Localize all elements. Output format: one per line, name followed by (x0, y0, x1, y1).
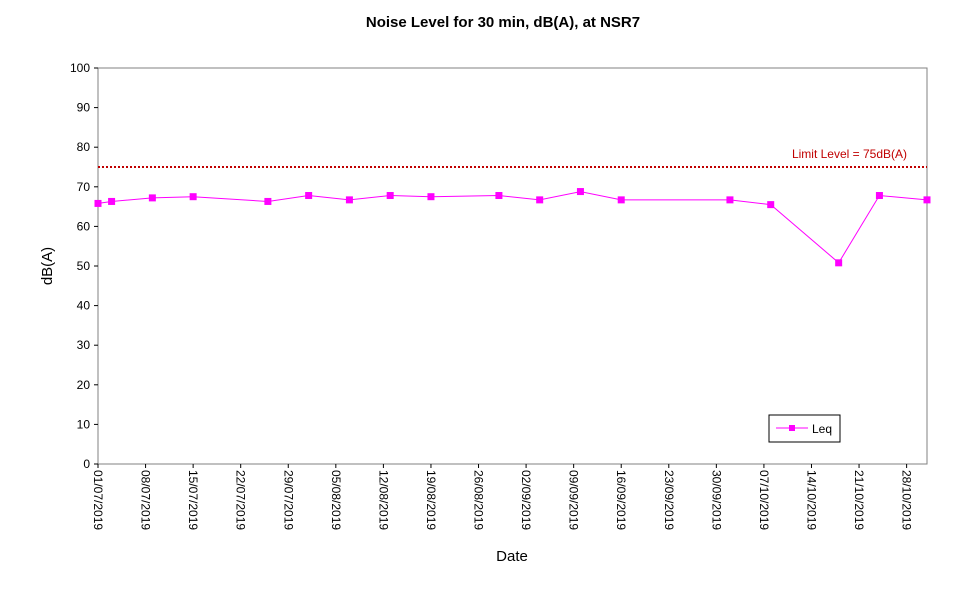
data-point (875, 192, 883, 200)
data-point (726, 196, 734, 204)
data-point (617, 196, 625, 204)
data-point (767, 201, 775, 209)
data-point (264, 197, 272, 205)
data-point (536, 196, 544, 204)
y-tick-label: 90 (77, 101, 91, 115)
y-tick-label: 80 (77, 140, 91, 154)
data-point (576, 188, 584, 196)
data-point (386, 192, 394, 200)
y-tick-label: 100 (70, 61, 90, 75)
limit-level: Limit Level = 75dB(A) (98, 147, 927, 168)
series-leq (94, 188, 931, 267)
y-tick-label: 0 (83, 457, 90, 471)
x-tick-label: 30/09/2019 (709, 470, 723, 530)
x-tick-label: 28/10/2019 (900, 470, 914, 530)
x-tick-label: 15/07/2019 (186, 470, 200, 530)
x-axis-label: Date (496, 548, 528, 565)
legend-label: Leq (812, 422, 832, 436)
x-tick-label: 12/08/2019 (376, 470, 390, 530)
y-tick-label: 20 (77, 378, 91, 392)
data-point (427, 193, 435, 201)
x-tick-label: 16/09/2019 (614, 470, 628, 530)
y-tick-label: 10 (77, 417, 91, 431)
limit-label: Limit Level = 75dB(A) (792, 147, 907, 161)
data-point (495, 192, 503, 200)
data-point (923, 196, 931, 204)
y-axis: 0 10 20 30 40 50 60 70 80 90 100 (70, 61, 98, 471)
x-tick-label: 09/09/2019 (567, 470, 581, 530)
plot-area (97, 67, 928, 465)
x-tick-label: 01/07/2019 (91, 470, 105, 530)
x-tick-label: 05/08/2019 (329, 470, 343, 530)
data-point (108, 197, 116, 205)
legend: Leq (768, 414, 841, 443)
data-point (189, 193, 197, 201)
y-tick-label: 60 (77, 219, 91, 233)
x-tick-label: 02/09/2019 (519, 470, 533, 530)
data-point (94, 199, 102, 207)
x-tick-label: 14/10/2019 (804, 470, 818, 530)
chart-title: Noise Level for 30 min, dB(A), at NSR7 (366, 14, 640, 31)
data-point (305, 192, 313, 200)
y-axis-label: dB(A) (39, 247, 56, 285)
y-tick-label: 30 (77, 338, 91, 352)
y-tick-label: 50 (77, 259, 91, 273)
data-point (345, 196, 353, 204)
x-tick-label: 07/10/2019 (757, 470, 771, 530)
x-tick-label: 26/08/2019 (472, 470, 486, 530)
series-line (97, 191, 928, 264)
data-point (148, 194, 156, 202)
x-tick-label: 19/08/2019 (424, 470, 438, 530)
legend-marker (789, 425, 795, 431)
x-tick-label: 21/10/2019 (852, 470, 866, 530)
y-tick-label: 70 (77, 180, 91, 194)
x-axis: 01/07/2019 08/07/2019 15/07/2019 22/07/2019… (91, 464, 914, 530)
x-tick-label: 08/07/2019 (139, 470, 153, 530)
x-tick-label: 22/07/2019 (234, 470, 248, 530)
x-tick-label: 29/07/2019 (281, 470, 295, 530)
y-tick-label: 40 (77, 299, 91, 313)
data-point (835, 259, 843, 267)
x-tick-label: 23/09/2019 (662, 470, 676, 530)
